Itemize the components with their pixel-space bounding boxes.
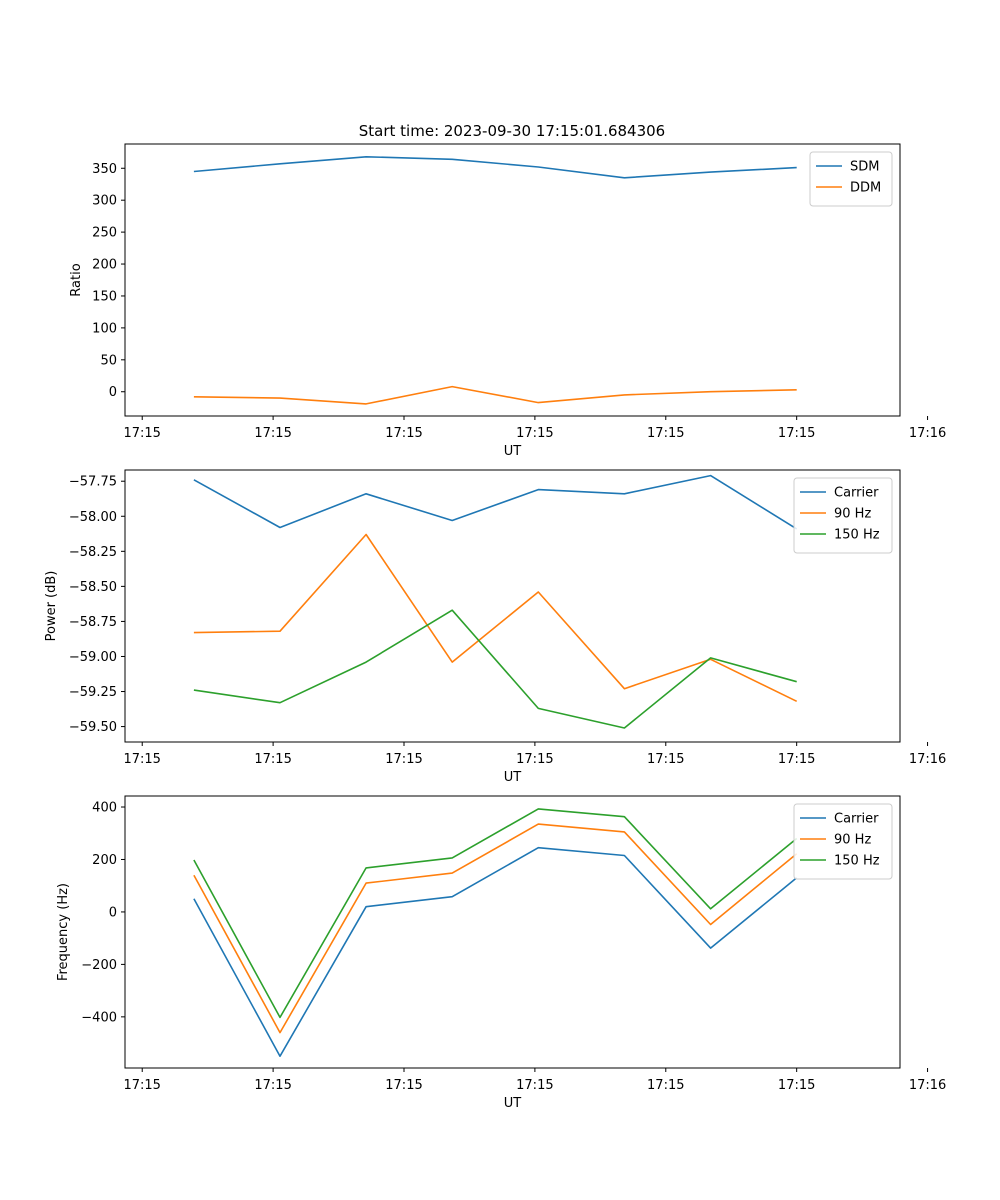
ratio-y-tick-label: 0 xyxy=(109,385,117,400)
power-y-tick-label: −57.75 xyxy=(69,475,117,490)
figure-title: Start time: 2023-09-30 17:15:01.684306 xyxy=(359,122,665,140)
frequency-legend-label: 90 Hz xyxy=(834,833,871,848)
power-series-carrier-line xyxy=(193,474,798,530)
power-series-150-hz-line xyxy=(193,609,797,729)
frequency-panel: 17:15 17:15 17:15 17:15 17:15 17:15 17:16 −400 −… xyxy=(56,795,946,1111)
ratio-series-ddm-line xyxy=(193,385,797,405)
frequency-x-tick-label: 17:15 xyxy=(254,1078,291,1093)
power-y-tick-label: −59.25 xyxy=(69,685,117,700)
frequency-x-tick-label: 17:15 xyxy=(778,1078,815,1093)
ratio-x-tick-label: 17:15 xyxy=(516,426,553,441)
frequency-y-tick-label: 400 xyxy=(92,801,117,816)
power-y-axis-label: Power (dB) xyxy=(44,571,59,642)
frequency-series-90-hz-line xyxy=(193,823,798,1034)
ratio-x-tick-label: 17:15 xyxy=(254,426,291,441)
frequency-y-tick-label: 200 xyxy=(92,853,117,868)
frequency-y-tick-label: −200 xyxy=(81,958,117,973)
power-x-tick-label: 17:15 xyxy=(647,752,684,767)
ratio-x-tick-label: 17:15 xyxy=(123,426,160,441)
frequency-legend-label: 150 Hz xyxy=(834,854,880,869)
ratio-legend-label: DDM xyxy=(850,181,881,196)
ratio-legend-label: SDM xyxy=(850,160,879,175)
ratio-y-tick-label: 250 xyxy=(92,226,117,241)
frequency-y-tick-label: −400 xyxy=(81,1010,117,1025)
power-y-tick-label: −59.00 xyxy=(69,650,117,665)
power-x-tick-label: 17:15 xyxy=(123,752,160,767)
ratio-y-tick-label: 150 xyxy=(92,289,117,304)
power-panel: 17:15 17:15 17:15 17:15 17:15 17:15 17:16 −59.5… xyxy=(44,469,946,785)
ratio-y-tick-label: 50 xyxy=(100,353,117,368)
ratio-y-tick-label: 350 xyxy=(92,162,117,177)
ratio-panel: 17:15 17:15 17:15 17:15 17:15 17:15 17:16 0 50 10… xyxy=(69,143,946,459)
power-x-tick-label: 17:15 xyxy=(385,752,422,767)
power-series-90-hz-line xyxy=(193,533,798,703)
frequency-series-150-hz-line xyxy=(193,808,798,1019)
power-legend-label: Carrier xyxy=(834,486,879,501)
power-x-tick-label: 17:15 xyxy=(778,752,815,767)
frequency-axes-frame xyxy=(124,795,901,1069)
ratio-x-tick-label: 17:15 xyxy=(778,426,815,441)
power-y-tick-label: −58.00 xyxy=(69,510,117,525)
frequency-x-tick-label: 17:15 xyxy=(123,1078,160,1093)
frequency-x-tick-label: 17:15 xyxy=(647,1078,684,1093)
ratio-x-tick-label: 17:15 xyxy=(647,426,684,441)
ratio-y-tick-label: 100 xyxy=(92,321,117,336)
frequency-x-axis-label: UT xyxy=(504,1096,522,1111)
power-x-tick-label: 17:15 xyxy=(516,752,553,767)
frequency-y-tick-label: 0 xyxy=(109,905,117,920)
power-legend-label: 150 Hz xyxy=(834,528,880,543)
power-y-tick-label: −58.25 xyxy=(69,545,117,560)
frequency-x-tick-label: 17:16 xyxy=(909,1078,946,1093)
frequency-legend-label: Carrier xyxy=(834,812,879,827)
ratio-y-tick-label: 200 xyxy=(92,258,117,273)
power-y-tick-label: −58.75 xyxy=(69,615,117,630)
frequency-x-tick-label: 17:15 xyxy=(385,1078,422,1093)
ratio-y-axis-label: Ratio xyxy=(69,263,84,296)
power-y-tick-label: −58.50 xyxy=(69,580,117,595)
frequency-x-tick-label: 17:15 xyxy=(516,1078,553,1093)
ratio-x-tick-label: 17:15 xyxy=(385,426,422,441)
ratio-axes-frame xyxy=(124,143,901,417)
power-x-tick-label: 17:16 xyxy=(909,752,946,767)
frequency-y-axis-label: Frequency (Hz) xyxy=(56,883,71,981)
power-x-axis-label: UT xyxy=(504,770,522,785)
ratio-series-sdm-line xyxy=(193,156,797,179)
power-y-tick-label: −59.50 xyxy=(69,720,117,735)
ratio-x-tick-label: 17:16 xyxy=(909,426,946,441)
power-legend-label: 90 Hz xyxy=(834,507,871,522)
ratio-x-axis-label: UT xyxy=(504,444,522,459)
power-x-tick-label: 17:15 xyxy=(254,752,291,767)
frequency-series-carrier-line xyxy=(193,846,798,1057)
power-axes-frame xyxy=(124,469,901,743)
ratio-y-tick-label: 300 xyxy=(92,194,117,209)
